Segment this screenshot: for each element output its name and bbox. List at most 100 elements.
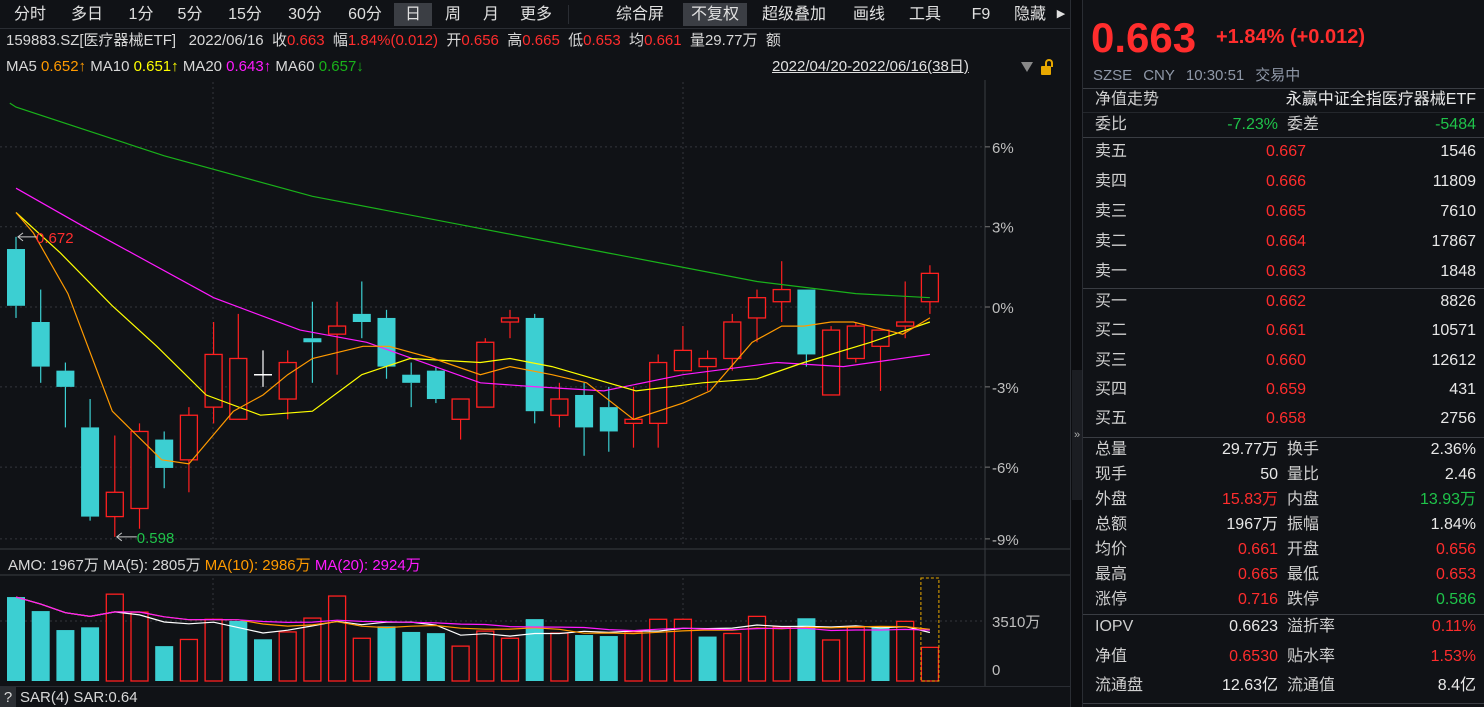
- tab-more[interactable]: 更多: [519, 6, 552, 23]
- stat-label: 现手: [1095, 466, 1128, 483]
- order-book-row[interactable]: 卖三 0.665 7610: [1083, 200, 1484, 224]
- ma5-label: MA5: [6, 58, 37, 75]
- sar-label[interactable]: SAR(4): [20, 689, 70, 706]
- candle[interactable]: [772, 261, 791, 322]
- tab-week[interactable]: 周: [444, 6, 461, 23]
- composite-screen-button[interactable]: 综合屏: [615, 6, 664, 23]
- candle[interactable]: [698, 350, 717, 391]
- candle[interactable]: [649, 354, 668, 448]
- volume-legend: AMO: 1967万 MA(5): 2805万 MA(10): 2986万 MA…: [8, 555, 421, 577]
- tab-30min[interactable]: 30分: [288, 6, 322, 23]
- candle[interactable]: [747, 289, 767, 343]
- order-book-row[interactable]: 买一 0.662 8826: [1083, 290, 1484, 314]
- volume-bar: [377, 626, 396, 681]
- level-label: 买四: [1095, 380, 1128, 398]
- order-book-row[interactable]: 买三 0.660 12612: [1083, 349, 1484, 373]
- candle[interactable]: [920, 265, 940, 314]
- divider: [1083, 137, 1484, 138]
- order-book-row[interactable]: 卖五 0.667 1546: [1083, 140, 1484, 164]
- candle-body: [896, 321, 915, 327]
- candle[interactable]: [278, 350, 297, 420]
- tab-60min[interactable]: 60分: [348, 6, 382, 23]
- more-arrow-icon[interactable]: ▶: [1056, 8, 1066, 20]
- tab-1min[interactable]: 1分: [128, 6, 154, 23]
- candle[interactable]: [500, 309, 520, 339]
- candle[interactable]: [352, 281, 371, 339]
- candle[interactable]: [56, 362, 75, 428]
- stat-value: 0.716: [1237, 591, 1278, 608]
- level-price: 0.661: [1265, 322, 1306, 340]
- order-book-row[interactable]: 买二 0.661 10571: [1083, 319, 1484, 343]
- candle-body: [7, 249, 25, 306]
- ma-line-ma5: [15, 212, 931, 465]
- candle[interactable]: [599, 386, 618, 452]
- candle[interactable]: [821, 326, 841, 396]
- overlay-button[interactable]: 超级叠加: [761, 6, 826, 23]
- lock-icon[interactable]: [1041, 66, 1051, 75]
- volume-bar: [31, 611, 50, 681]
- quote-time: 10:30:51: [1185, 67, 1245, 84]
- volume-bar: [179, 638, 199, 682]
- help-button[interactable]: ?: [0, 687, 16, 707]
- tab-day[interactable]: 日: [394, 3, 432, 26]
- candle[interactable]: [130, 423, 149, 529]
- candle[interactable]: [254, 350, 272, 387]
- candle[interactable]: [871, 329, 890, 391]
- candle[interactable]: [575, 382, 594, 456]
- weicha-label: 委差: [1287, 116, 1320, 133]
- candle[interactable]: [846, 322, 865, 363]
- stat-value: 0.653: [1435, 566, 1476, 583]
- collapse-panel-icon[interactable]: »: [1072, 370, 1082, 500]
- volume-bar: [278, 631, 297, 682]
- candle-body: [649, 361, 668, 425]
- candle[interactable]: [31, 289, 50, 383]
- hide-button[interactable]: 隐藏: [1013, 6, 1046, 23]
- no-adjust-button[interactable]: 不复权: [683, 3, 747, 26]
- candle[interactable]: [426, 366, 445, 404]
- candle[interactable]: [7, 236, 25, 318]
- candle[interactable]: [327, 301, 347, 375]
- tools-button[interactable]: 工具: [908, 6, 941, 23]
- tab-month[interactable]: 月: [482, 6, 499, 23]
- tab-15min[interactable]: 15分: [228, 6, 262, 23]
- low-price-label: 0.598: [137, 530, 175, 547]
- volume-bar: [56, 630, 75, 681]
- stat-label: 总额: [1095, 516, 1128, 533]
- tab-5min[interactable]: 5分: [177, 6, 203, 23]
- kline-chart[interactable]: 6% 3% 0% -3% -6% -9% 0.672 0.598 3510万 0: [0, 80, 1070, 686]
- candle[interactable]: [229, 313, 248, 420]
- candle[interactable]: [81, 399, 100, 521]
- f9-button[interactable]: F9: [971, 6, 991, 23]
- tab-multi-day[interactable]: 多日: [70, 6, 103, 23]
- stat-row: 净值 0.6530 贴水率 1.53%: [1083, 645, 1484, 669]
- level-label: 卖一: [1095, 263, 1128, 280]
- tab-fenshi[interactable]: 分时: [13, 6, 46, 23]
- candle[interactable]: [377, 309, 396, 379]
- dropdown-triangle-icon[interactable]: [1021, 62, 1033, 72]
- candle[interactable]: [525, 313, 544, 424]
- candle[interactable]: [105, 435, 124, 537]
- stat-value: 50: [1260, 466, 1278, 483]
- order-book-row[interactable]: 买四 0.659 431: [1083, 378, 1484, 402]
- nav-trend-link[interactable]: 净值走势: [1095, 91, 1160, 108]
- stat-value: 1.53%: [1430, 647, 1476, 665]
- draw-line-button[interactable]: 画线: [852, 6, 885, 23]
- date-range-selector[interactable]: 2022/04/20-2022/06/16(38日): [772, 58, 969, 75]
- candle[interactable]: [303, 301, 322, 383]
- candle[interactable]: [673, 326, 693, 372]
- candle[interactable]: [179, 407, 199, 493]
- order-book-row[interactable]: 买五 0.658 2756: [1083, 407, 1484, 431]
- stat-value: 2.46: [1444, 466, 1476, 483]
- candle[interactable]: [402, 362, 421, 408]
- ma-line-ma20: [15, 187, 930, 392]
- exchange: SZSE: [1093, 67, 1133, 84]
- order-book-row[interactable]: 卖一 0.663 1848: [1083, 260, 1484, 284]
- candle[interactable]: [451, 398, 470, 440]
- candle[interactable]: [204, 322, 223, 424]
- candle[interactable]: [723, 313, 742, 371]
- candle[interactable]: [476, 338, 495, 408]
- candle[interactable]: [797, 289, 816, 367]
- candle[interactable]: [550, 382, 569, 428]
- order-book-row[interactable]: 卖四 0.666 11809: [1083, 170, 1484, 194]
- order-book-row[interactable]: 卖二 0.664 17867: [1083, 230, 1484, 254]
